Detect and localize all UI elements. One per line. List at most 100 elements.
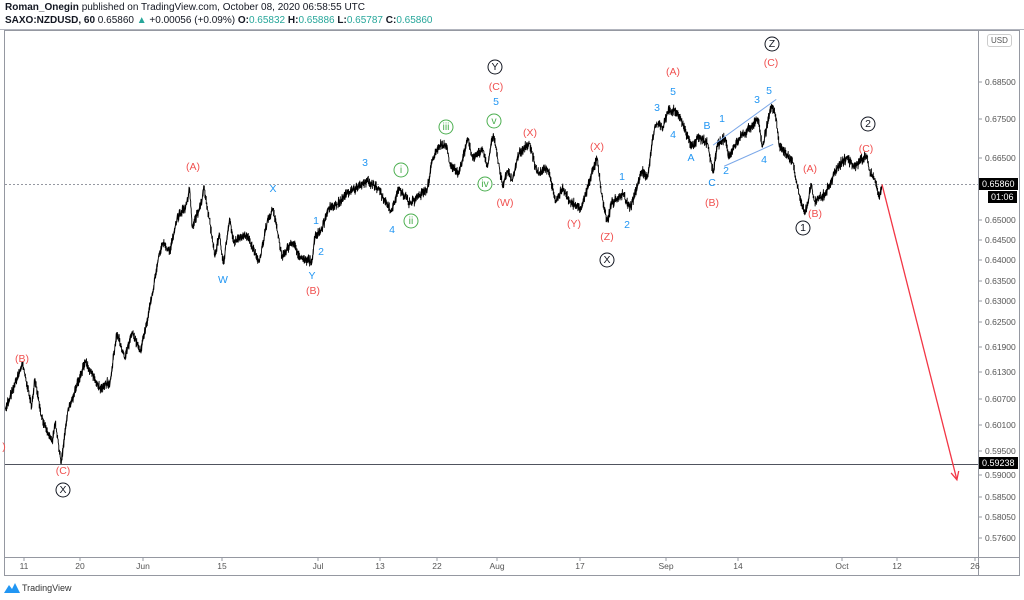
wave-label-circle bbox=[764, 36, 780, 52]
wave-label: Y bbox=[487, 59, 503, 75]
wave-label: v bbox=[486, 113, 502, 129]
price-tick-label: 0.64500 bbox=[985, 235, 1016, 245]
wave-label: (B) bbox=[306, 285, 320, 297]
wave-label-text: Z bbox=[769, 38, 776, 50]
close-value: 0.65860 bbox=[396, 15, 433, 26]
wave-label-text: 2 bbox=[318, 246, 324, 258]
wave-label-text: Y bbox=[491, 61, 498, 73]
projection-arrow bbox=[881, 184, 960, 482]
wave-label: 5 bbox=[670, 86, 676, 98]
time-tick-label: Oct bbox=[835, 561, 849, 571]
wave-label: ) bbox=[2, 441, 6, 453]
wave-label-text: 2 bbox=[865, 118, 871, 130]
wave-label: 5 bbox=[766, 85, 772, 97]
wave-label-text: 1 bbox=[619, 171, 625, 183]
price-tick-label: 0.59500 bbox=[985, 446, 1016, 456]
trendline bbox=[723, 143, 774, 167]
chart-frame bbox=[4, 30, 1020, 576]
wave-label-text: X bbox=[269, 183, 276, 195]
wave-label-text: 3 bbox=[654, 102, 660, 114]
wave-label-text: (A) bbox=[186, 161, 200, 173]
wave-label: (B) bbox=[808, 208, 822, 220]
wave-label: (X) bbox=[523, 127, 537, 139]
close-label: C: bbox=[385, 15, 397, 26]
wave-label: iii bbox=[438, 119, 454, 135]
bar-countdown: 01:06 bbox=[988, 191, 1017, 203]
price-tick-label: 0.58050 bbox=[985, 512, 1016, 522]
price-axis[interactable]: 0.68500 0.67500 0.66500 0.65000 0.64500 0.640… bbox=[978, 77, 1016, 543]
wave-label-text: (B) bbox=[15, 353, 29, 365]
price-series bbox=[4, 103, 883, 464]
wave-label-text: 3 bbox=[754, 94, 760, 106]
wave-label: 2 bbox=[860, 116, 876, 132]
wave-label-text: 4 bbox=[670, 129, 676, 141]
tradingview-logo[interactable]: TradingView bbox=[4, 582, 72, 594]
wave-label: X bbox=[269, 183, 276, 195]
symbol-legend: SAXO:NZDUSD, 60 0.65860 ▲ +0.00056 (+0.0… bbox=[5, 15, 432, 26]
price-tick-label: 0.63000 bbox=[985, 296, 1016, 306]
price-tick-label: 0.68500 bbox=[985, 77, 1016, 87]
wave-label: (Z) bbox=[600, 231, 613, 243]
time-tick-label: 15 bbox=[217, 561, 227, 571]
wave-label-text: iii bbox=[443, 121, 450, 133]
wave-label: X bbox=[55, 482, 71, 498]
wave-label-text: X bbox=[59, 484, 66, 496]
time-tick-label: Jun bbox=[136, 561, 150, 571]
triangle-up-icon: ▲ bbox=[136, 15, 147, 26]
wave-label-text: (X) bbox=[523, 127, 537, 139]
price-tick-label: 0.65000 bbox=[985, 215, 1016, 225]
wave-label-circle bbox=[55, 482, 71, 498]
currency-badge[interactable]: USD bbox=[987, 34, 1012, 47]
time-axis[interactable]: 11 20 Jun 15 Jul 13 22 Aug 17 Sep 14 Oct 12 26 bbox=[20, 557, 980, 571]
wave-label-text: A bbox=[687, 152, 694, 164]
wave-label-text: Y bbox=[308, 270, 315, 282]
wave-label-circle bbox=[795, 220, 811, 236]
wave-label-text: 4 bbox=[761, 154, 767, 166]
wave-label: (C) bbox=[764, 57, 779, 69]
wave-label-text: 5 bbox=[493, 96, 499, 108]
last-price: 0.65860 bbox=[97, 15, 134, 26]
wave-label: X bbox=[599, 252, 615, 268]
wave-label-text: 1 bbox=[719, 113, 725, 125]
wave-label-text: (B) bbox=[808, 208, 822, 220]
wave-label-text: C bbox=[708, 177, 716, 189]
price-tick-label: 0.60700 bbox=[985, 394, 1016, 404]
wave-label-text: v bbox=[491, 115, 497, 127]
wave-label-text: ii bbox=[409, 215, 414, 227]
wave-label-circle bbox=[860, 116, 876, 132]
price-tick-label: 0.64000 bbox=[985, 255, 1016, 265]
wave-label: (A) bbox=[186, 161, 200, 173]
wave-label: B bbox=[703, 120, 710, 132]
trendlines bbox=[712, 98, 777, 167]
time-tick-label: 14 bbox=[733, 561, 743, 571]
wave-label: Y bbox=[308, 270, 315, 282]
wave-annotations: (A) X 1 2 W Y (B) (B)) (C) X Y (C) 5 v iii (X) (X) 3 i 1 iv (… bbox=[2, 36, 876, 498]
wave-label-text: 4 bbox=[389, 224, 395, 236]
wave-label-circle bbox=[438, 119, 454, 135]
wave-label: 3 bbox=[362, 157, 368, 169]
wave-label: 1 bbox=[619, 171, 625, 183]
wave-label: (A) bbox=[666, 66, 680, 78]
wave-label-text: (B) bbox=[306, 285, 320, 297]
publish-text: published on TradingView.com, October 08… bbox=[81, 2, 366, 13]
wave-label: (A) bbox=[803, 163, 817, 175]
price-tick-label: 0.67500 bbox=[985, 114, 1016, 124]
wave-label: 2 bbox=[318, 246, 324, 258]
wave-label-text: 3 bbox=[362, 157, 368, 169]
wave-label-text: (Y) bbox=[567, 218, 581, 230]
wave-label: 5 bbox=[493, 96, 499, 108]
wave-label-circle bbox=[599, 252, 615, 268]
price-tick-label: 0.61900 bbox=[985, 342, 1016, 352]
wave-label-text: (Z) bbox=[600, 231, 613, 243]
projection-arrow-line bbox=[881, 184, 958, 480]
wave-label-text: i bbox=[400, 164, 402, 176]
wave-label: 3 bbox=[754, 94, 760, 106]
wave-label-text: (A) bbox=[803, 163, 817, 175]
wave-label: (W) bbox=[497, 197, 514, 209]
price-tick-label: 0.66500 bbox=[985, 153, 1016, 163]
wave-label: ii bbox=[403, 213, 419, 229]
wave-label-circle bbox=[487, 59, 503, 75]
header-divider bbox=[0, 29, 1024, 30]
author-name[interactable]: Roman_Onegin bbox=[5, 2, 79, 13]
